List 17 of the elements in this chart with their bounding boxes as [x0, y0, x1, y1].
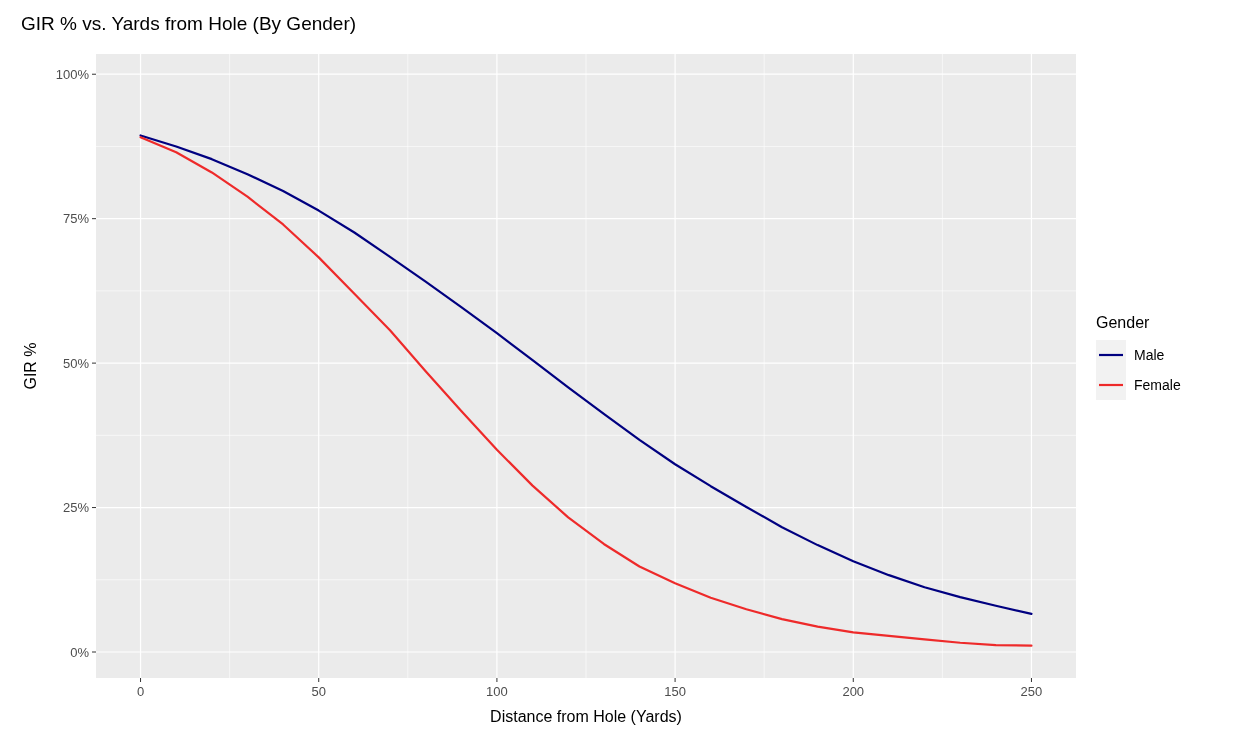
y-tick-label: 75% [62, 211, 90, 227]
y-tick-label: 100% [55, 66, 90, 82]
y-tick-label: 25% [62, 500, 90, 516]
y-axis-title: GIR % [22, 342, 39, 390]
legend-title: Gender [1096, 314, 1151, 331]
x-axis-title: Distance from Hole (Yards) [490, 708, 682, 725]
x-tick-label: 200 [842, 684, 865, 699]
x-tick-label: 150 [664, 684, 686, 699]
x-tick-label: 50 [311, 684, 326, 699]
x-tick-label: 0 [136, 684, 145, 699]
x-tick-label: 250 [1020, 684, 1043, 699]
y-tick-label: 50% [62, 355, 90, 371]
chart-title: GIR % vs. Yards from Hole (By Gender) [21, 13, 357, 34]
x-tick-label: 100 [486, 684, 508, 699]
legend-label: Male [1134, 346, 1165, 363]
legend-label: Female [1134, 376, 1181, 393]
y-tick-label: 0% [70, 644, 90, 660]
